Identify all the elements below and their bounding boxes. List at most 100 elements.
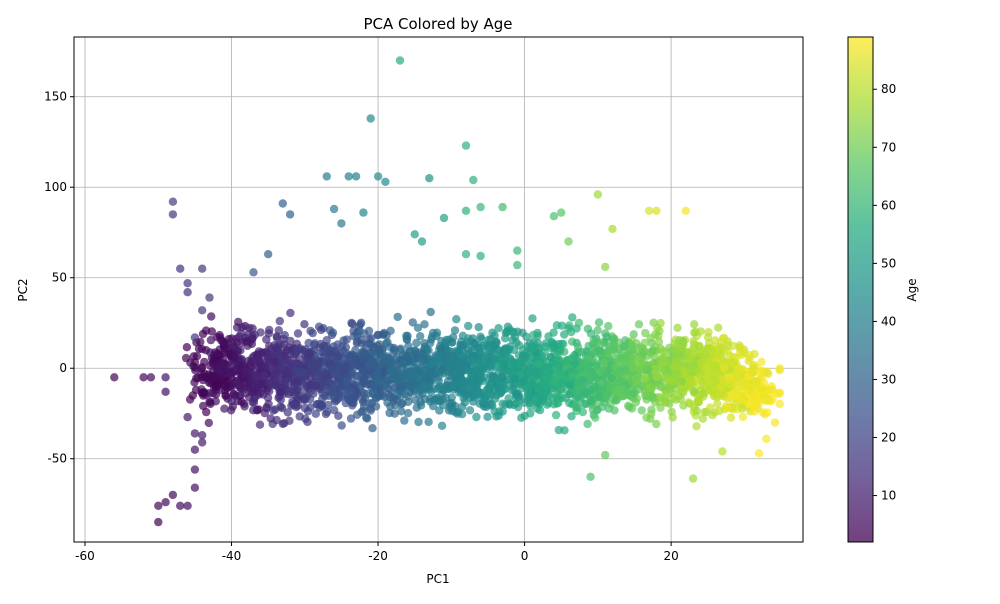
- data-point: [520, 411, 529, 421]
- data-point: [725, 373, 734, 382]
- data-point: [470, 344, 479, 354]
- data-point: [710, 336, 720, 345]
- data-point: [646, 333, 655, 343]
- data-point: [435, 406, 444, 415]
- colorbar-label: Age: [905, 278, 919, 301]
- data-point: [358, 406, 368, 416]
- data-point: [412, 338, 421, 348]
- data-point: [265, 387, 274, 396]
- data-point: [448, 380, 458, 390]
- data-point: [679, 401, 688, 410]
- data-point: [631, 373, 640, 382]
- data-point: [461, 206, 471, 215]
- data-point: [640, 374, 649, 383]
- data-point: [208, 358, 217, 367]
- data-point: [609, 340, 618, 349]
- data-point: [183, 279, 192, 288]
- data-point: [460, 389, 469, 398]
- data-point: [469, 175, 478, 185]
- data-point: [461, 250, 471, 259]
- data-point: [468, 351, 477, 361]
- gridlines: [74, 37, 803, 542]
- data-point: [558, 393, 567, 403]
- data-point: [607, 374, 616, 383]
- data-point: [549, 212, 559, 221]
- data-point: [461, 141, 471, 150]
- data-point: [348, 378, 357, 387]
- data-point: [500, 350, 509, 359]
- data-point: [623, 388, 632, 397]
- data-point: [292, 365, 301, 374]
- data-point: [437, 365, 447, 375]
- colorbar-tick-label: 80: [881, 82, 896, 96]
- data-point: [293, 346, 302, 355]
- data-point: [206, 399, 215, 409]
- data-point: [367, 334, 376, 343]
- data-point: [734, 388, 744, 397]
- data-point: [690, 320, 699, 329]
- data-point: [464, 321, 473, 331]
- data-point: [402, 352, 411, 361]
- data-point: [351, 345, 360, 355]
- data-point: [285, 210, 295, 219]
- data-point: [332, 379, 341, 388]
- data-point: [602, 392, 611, 401]
- data-point: [637, 406, 646, 415]
- y-axis-ticks: -50 0 50 100 150: [44, 90, 74, 466]
- data-point: [651, 398, 660, 407]
- data-point: [602, 332, 611, 341]
- data-point: [386, 326, 395, 335]
- data-point: [745, 399, 754, 408]
- data-point: [388, 374, 398, 383]
- colorbar: [847, 36, 874, 543]
- data-point: [578, 407, 587, 417]
- data-point: [282, 346, 291, 355]
- data-point: [498, 374, 507, 383]
- data-point: [381, 177, 390, 186]
- data-point: [434, 357, 443, 366]
- data-point: [161, 387, 170, 396]
- data-point: [424, 417, 433, 427]
- data-point: [513, 246, 522, 255]
- data-point: [599, 358, 608, 367]
- data-point: [269, 406, 278, 415]
- data-point: [465, 406, 475, 415]
- data-point: [190, 445, 200, 454]
- data-point: [288, 387, 298, 397]
- data-point: [464, 334, 473, 343]
- data-point: [698, 414, 708, 423]
- data-point: [588, 405, 598, 414]
- data-point: [278, 357, 288, 366]
- data-point: [257, 348, 266, 357]
- data-point: [286, 336, 295, 346]
- data-point: [498, 399, 507, 408]
- data-point: [386, 366, 395, 376]
- data-point: [276, 388, 285, 397]
- data-point: [442, 354, 451, 364]
- data-point: [420, 320, 429, 329]
- data-point: [557, 379, 566, 388]
- colorbar-tick-label: 60: [881, 198, 896, 212]
- data-point: [358, 354, 368, 363]
- data-point: [249, 268, 258, 277]
- colorbar-tick-label: 40: [881, 314, 896, 328]
- data-point: [711, 376, 720, 386]
- data-point: [775, 399, 784, 409]
- data-point: [321, 370, 331, 379]
- data-point: [359, 208, 368, 217]
- data-point: [565, 381, 575, 390]
- data-point: [176, 501, 185, 510]
- data-point: [705, 385, 714, 395]
- data-point: [445, 399, 455, 408]
- colorbar-tick-label: 30: [881, 372, 896, 386]
- data-point: [190, 378, 199, 387]
- data-point: [696, 327, 705, 336]
- y-axis-label: PC2: [16, 278, 30, 301]
- data-point: [631, 398, 640, 407]
- data-point: [342, 363, 351, 373]
- data-point: [255, 420, 265, 429]
- data-point: [420, 370, 430, 379]
- x-tick-label: 0: [521, 549, 529, 563]
- data-point: [279, 334, 288, 344]
